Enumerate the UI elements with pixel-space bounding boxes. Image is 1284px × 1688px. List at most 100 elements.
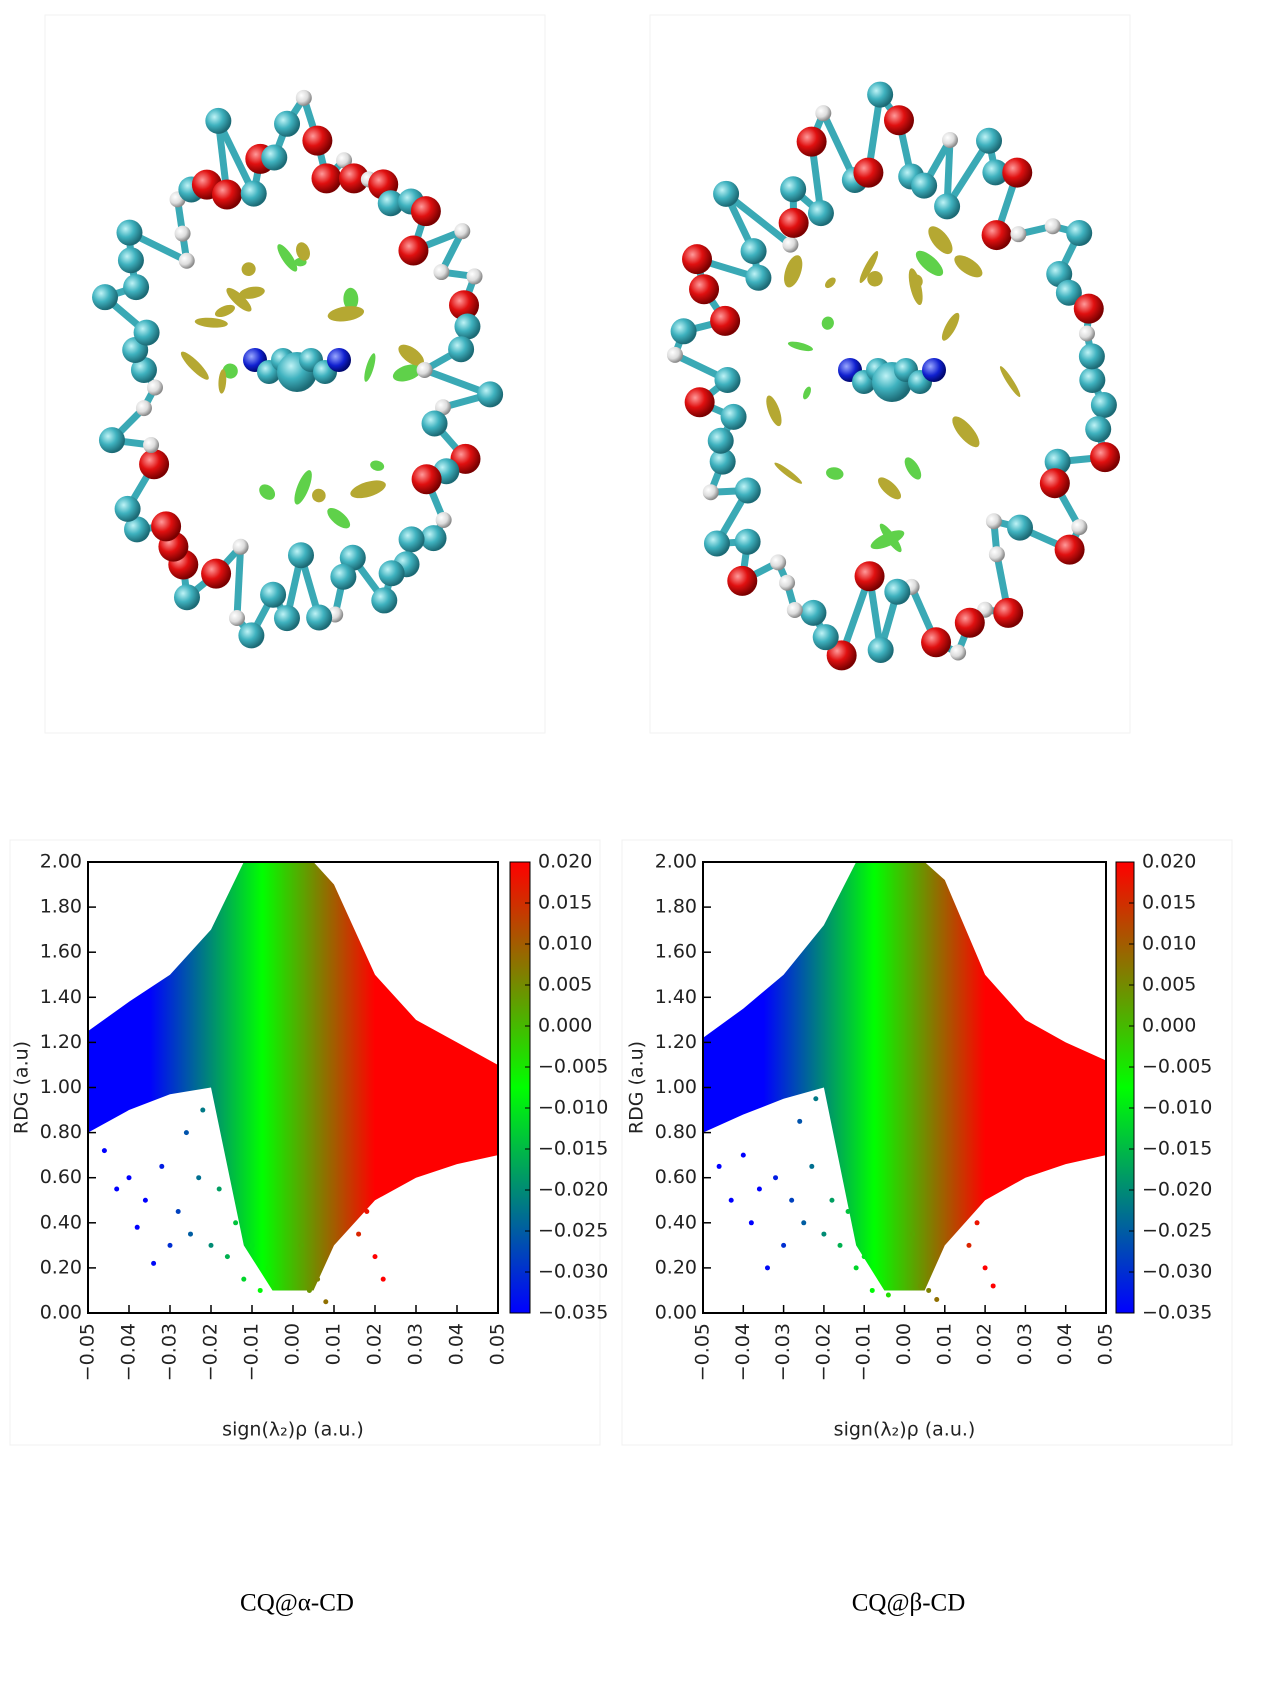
scatter-point <box>885 1292 891 1298</box>
scatter-point <box>101 1148 107 1154</box>
y-tick-label: 1.80 <box>655 896 697 918</box>
atom <box>416 362 433 378</box>
nci-surface <box>826 467 844 480</box>
atom <box>454 313 481 340</box>
atom <box>378 560 405 587</box>
scatter-point <box>926 1287 932 1293</box>
x-tick-label: 0.01 <box>933 1323 955 1365</box>
atom <box>311 163 342 194</box>
atom <box>116 219 143 246</box>
atom <box>934 193 961 220</box>
scatter-point <box>126 1175 132 1181</box>
atom <box>1085 416 1112 443</box>
atom <box>174 225 191 242</box>
atom <box>336 152 353 169</box>
nci-surface <box>870 530 905 550</box>
y-tick-label: 1.40 <box>655 986 697 1008</box>
atom <box>124 516 151 543</box>
nci-surface <box>915 250 944 276</box>
atom <box>786 602 803 619</box>
guest-atom <box>922 358 946 382</box>
y-tick-label: 0.60 <box>655 1166 697 1188</box>
atom <box>982 159 1009 186</box>
colorbar-tick-label: 0.000 <box>538 1015 592 1037</box>
nci-surface <box>784 255 803 288</box>
bond <box>723 191 793 248</box>
colorbar <box>1115 861 1135 1314</box>
y-tick-label: 1.20 <box>40 1031 82 1053</box>
x-tick-label: 0.05 <box>1095 1323 1117 1365</box>
atom <box>981 220 1012 251</box>
scatter-point <box>877 1276 883 1282</box>
scatter-point <box>114 1186 120 1192</box>
x-tick-label: −0.03 <box>772 1323 794 1381</box>
nci-surface <box>226 287 252 312</box>
atom <box>1078 343 1105 370</box>
scatter-point <box>829 1197 835 1203</box>
atom <box>114 495 141 522</box>
guest-atom <box>327 348 351 372</box>
nci-surface <box>867 271 883 287</box>
atom <box>684 387 715 418</box>
scatter-point <box>966 1242 972 1248</box>
x-tick-label: 0.00 <box>893 1323 915 1365</box>
atom <box>745 264 772 291</box>
y-tick-label: 0.80 <box>40 1121 82 1143</box>
colorbar-tick-label: −0.035 <box>538 1302 608 1324</box>
atom <box>410 196 441 227</box>
colorbar-tick-label: 0.020 <box>1142 851 1196 873</box>
scatter-point <box>249 1242 255 1248</box>
atom <box>135 400 152 417</box>
x-tick-label: 0.03 <box>405 1323 427 1365</box>
scatter-point <box>200 1107 206 1113</box>
nci-surface <box>766 395 782 427</box>
scatter-point <box>773 1175 779 1181</box>
x-tick-label: −0.02 <box>812 1323 834 1381</box>
atom <box>1039 468 1070 499</box>
scatter-point <box>224 1254 230 1260</box>
atom <box>867 81 894 108</box>
atom <box>734 477 761 504</box>
scatter-point <box>306 1287 312 1293</box>
caption: CQ@β-CD <box>852 1590 966 1617</box>
nci-surface <box>392 364 422 382</box>
scatter-point <box>372 1254 378 1260</box>
scatter-point <box>837 1242 843 1248</box>
atom <box>867 636 894 663</box>
x-tick-label: 0.05 <box>487 1323 509 1365</box>
atom <box>826 640 857 671</box>
nci-surface <box>825 277 836 289</box>
nci-surface <box>878 477 902 500</box>
atom <box>448 336 475 363</box>
nci-surface <box>239 286 265 299</box>
atom <box>139 449 170 480</box>
nci-surface <box>350 480 386 499</box>
y-tick-label: 2.00 <box>40 851 82 873</box>
atom <box>950 644 967 661</box>
scatter-point <box>315 1276 321 1282</box>
scatter-point <box>797 1118 803 1124</box>
scatter-point <box>134 1224 140 1230</box>
nci-surface <box>296 242 310 261</box>
nci-surface <box>312 488 326 503</box>
y-tick-label: 1.40 <box>40 986 82 1008</box>
atom <box>477 381 504 408</box>
colorbar-tick-label: −0.005 <box>538 1056 608 1078</box>
y-tick-label: 0.60 <box>40 1166 82 1188</box>
atom <box>780 176 807 203</box>
atom <box>740 238 767 265</box>
atom <box>1066 220 1093 247</box>
x-tick-label: −0.04 <box>732 1323 754 1381</box>
colorbar-tick-label: 0.010 <box>1142 933 1196 955</box>
atom <box>273 605 300 632</box>
atom <box>1002 157 1033 188</box>
atom <box>1010 226 1027 243</box>
chart-panel <box>9 839 601 1446</box>
x-tick-label: 0.03 <box>1014 1323 1036 1365</box>
nci-surface <box>294 470 312 505</box>
y-tick-label: 0.40 <box>40 1211 82 1233</box>
colorbar-tick-label: −0.020 <box>1142 1179 1212 1201</box>
x-tick-label: −0.01 <box>241 1323 263 1381</box>
atom <box>98 427 125 454</box>
scatter-point <box>159 1163 165 1169</box>
